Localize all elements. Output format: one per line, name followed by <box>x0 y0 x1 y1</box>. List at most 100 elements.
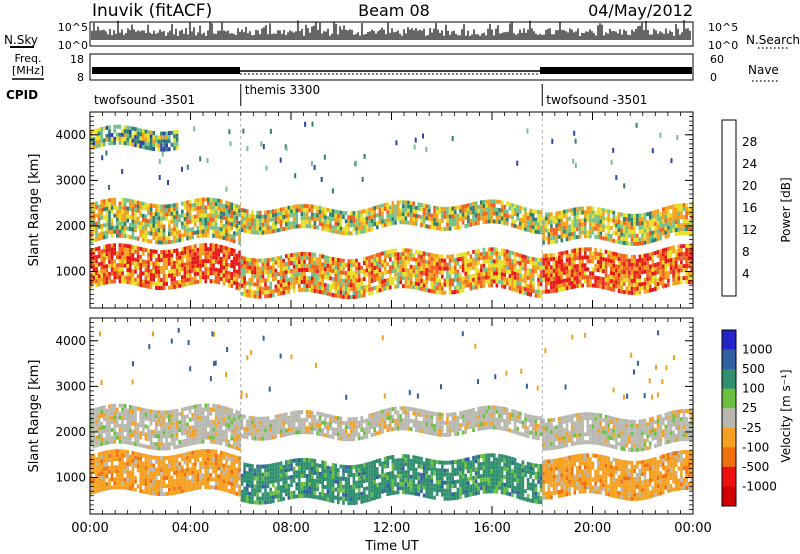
heatmap-cell <box>118 403 122 408</box>
heatmap-cell <box>563 262 566 267</box>
heatmap-cell <box>97 484 101 489</box>
heatmap-cell <box>222 224 226 228</box>
heatmap-cell <box>313 217 317 221</box>
heatmap-cell <box>136 143 140 148</box>
heatmap-cell <box>557 288 561 292</box>
heatmap-cell <box>282 286 285 291</box>
heatmap-cell <box>404 248 408 253</box>
heatmap-cell <box>560 222 564 227</box>
heatmap-cell <box>175 284 179 289</box>
heatmap-cell <box>90 256 93 261</box>
heatmap-cell <box>144 412 148 417</box>
heatmap-cell <box>583 214 587 219</box>
heatmap-cell <box>394 220 397 225</box>
heatmap-cell <box>404 204 408 209</box>
heatmap-cell <box>467 263 470 268</box>
heatmap-cell <box>209 427 213 432</box>
heatmap-cell <box>433 289 436 294</box>
heatmap-cell <box>420 207 423 211</box>
heatmap-cell <box>376 205 379 210</box>
heatmap-cell <box>407 268 410 273</box>
heatmap-cell <box>472 277 475 282</box>
heatmap-cell <box>661 280 665 285</box>
heatmap-cell <box>225 274 228 279</box>
heatmap-cell <box>498 271 501 276</box>
heatmap-cell <box>586 259 590 264</box>
heatmap-cell <box>134 224 137 229</box>
heatmap-cell <box>188 249 192 254</box>
heatmap-cell <box>269 217 272 222</box>
heatmap-cell <box>399 200 402 205</box>
heatmap-cell <box>443 258 447 263</box>
heatmap-cell <box>396 208 400 213</box>
heatmap-cell <box>490 215 493 220</box>
heatmap-cell <box>321 254 324 259</box>
heatmap-cell <box>308 224 311 229</box>
heatmap-cell <box>144 432 148 437</box>
heatmap-cell <box>578 210 582 215</box>
heatmap-cell <box>433 253 436 258</box>
heatmap-cell <box>90 138 93 143</box>
heatmap-cell <box>412 281 415 286</box>
heatmap-cell <box>253 226 257 231</box>
heatmap-cell <box>498 208 501 212</box>
heatmap-cell <box>365 268 369 273</box>
heatmap-cell <box>415 205 418 210</box>
heatmap-cell <box>95 457 98 462</box>
heatmap-cell <box>430 273 434 278</box>
heatmap-cell <box>121 457 124 462</box>
heatmap-cell <box>113 124 116 129</box>
heatmap-cell <box>391 277 395 281</box>
heatmap-cell <box>105 234 109 239</box>
heatmap-cell <box>581 263 584 268</box>
heatmap-cell <box>238 266 241 271</box>
heatmap-cell <box>469 218 473 223</box>
heatmap-cell <box>524 271 527 276</box>
heatmap-cell <box>352 259 356 263</box>
heatmap-cell <box>524 223 527 228</box>
heatmap-cell <box>103 458 106 463</box>
heatmap-cell <box>669 221 673 226</box>
heatmap-cell <box>157 438 161 443</box>
heatmap-cell <box>134 216 137 221</box>
heatmap-cell <box>110 427 114 432</box>
heatmap-cell <box>607 250 610 255</box>
heatmap-cell <box>344 295 348 300</box>
heatmap-cell <box>519 273 522 278</box>
heatmap-cell <box>396 260 400 265</box>
heatmap-cell <box>110 477 114 482</box>
heatmap-cell <box>409 268 413 273</box>
heatmap-cell <box>412 205 415 210</box>
heatmap-cell <box>303 220 306 225</box>
heatmap-cell <box>225 426 228 431</box>
heatmap-cell <box>139 472 142 477</box>
heatmap-cell <box>183 225 187 229</box>
heatmap-cell <box>415 221 418 226</box>
heatmap-cell <box>446 262 449 267</box>
heatmap-cell <box>477 276 480 281</box>
heatmap-cell <box>357 294 361 299</box>
heatmap-cell <box>570 261 574 266</box>
heatmap-cell <box>594 210 597 215</box>
heatmap-cell <box>279 157 282 163</box>
heatmap-cell <box>303 204 306 209</box>
heatmap-cell <box>183 254 187 259</box>
heatmap-cell <box>90 280 93 285</box>
heatmap-cell <box>323 154 326 160</box>
nsky-tick-right-bottom: 10^0 <box>708 39 738 52</box>
heatmap-cell <box>654 263 657 267</box>
heatmap-cell <box>105 474 109 479</box>
heatmap-cell <box>539 218 543 223</box>
heatmap-cell <box>248 213 252 218</box>
heatmap-cell <box>430 269 434 274</box>
heatmap-cell <box>220 425 223 430</box>
heatmap-cell <box>321 214 324 219</box>
heatmap-cell <box>155 249 158 254</box>
heatmap-cell <box>207 403 210 408</box>
heatmap-cell <box>430 281 434 286</box>
heatmap-cell <box>113 259 116 264</box>
heatmap-cell <box>609 226 613 231</box>
heatmap-cell <box>612 275 616 280</box>
heatmap-cell <box>196 436 200 441</box>
heatmap-cell <box>105 454 109 459</box>
